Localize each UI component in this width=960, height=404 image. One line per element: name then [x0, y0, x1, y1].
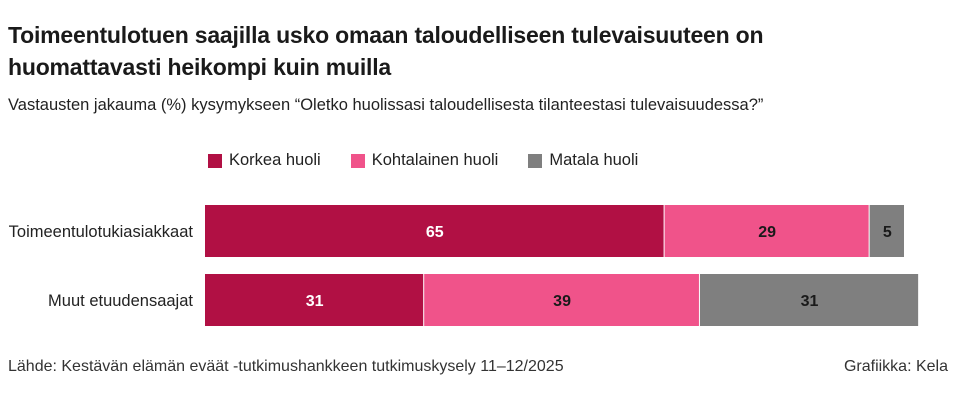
bar-segment [424, 274, 699, 326]
legend-label-high: Korkea huoli [229, 151, 321, 169]
legend-item-high: Korkea huoli [208, 151, 321, 170]
data-label: 29 [758, 224, 776, 241]
category-label: Toimeentulotukiasiakkaat [9, 223, 194, 241]
data-label: 65 [426, 224, 444, 241]
bar-segment [205, 274, 424, 326]
stacked-bar-chart: Toimeentulotukiasiakkaat 65 29 5 Muut etuude… [9, 205, 919, 326]
legend-label-low: Matala huoli [549, 151, 639, 169]
bar-segment [699, 274, 919, 326]
data-label: 5 [883, 224, 892, 241]
source-note: Lähde: Kestävän elämän eväät -tutkimusha… [8, 358, 564, 375]
chart-title: Toimeentulotuen saajilla usko omaan talo… [8, 22, 764, 80]
category-label: Muut etuudensaajat [48, 292, 193, 310]
bar-segment [205, 205, 664, 257]
data-label: 31 [306, 293, 324, 310]
bar-segment [664, 205, 869, 257]
legend-swatch-high [208, 153, 222, 168]
legend-swatch-moderate [350, 153, 365, 168]
chart-subtitle: Vastausten jakauma (%) kysymykseen “Olet… [8, 96, 764, 114]
data-label: 31 [801, 293, 819, 310]
legend-swatch-low [528, 153, 543, 168]
legend-item-moderate: Kohtalainen huoli [350, 151, 499, 170]
legend: Korkea huoli Kohtalainen huoli Matala hu… [208, 151, 638, 170]
legend-label-moderate: Kohtalainen huoli [371, 151, 499, 169]
legend-item-low: Matala huoli [528, 151, 638, 170]
graphics-credit: Grafiikka: Kela [843, 358, 948, 375]
data-label: 39 [553, 293, 571, 310]
bar-segment [869, 205, 904, 257]
